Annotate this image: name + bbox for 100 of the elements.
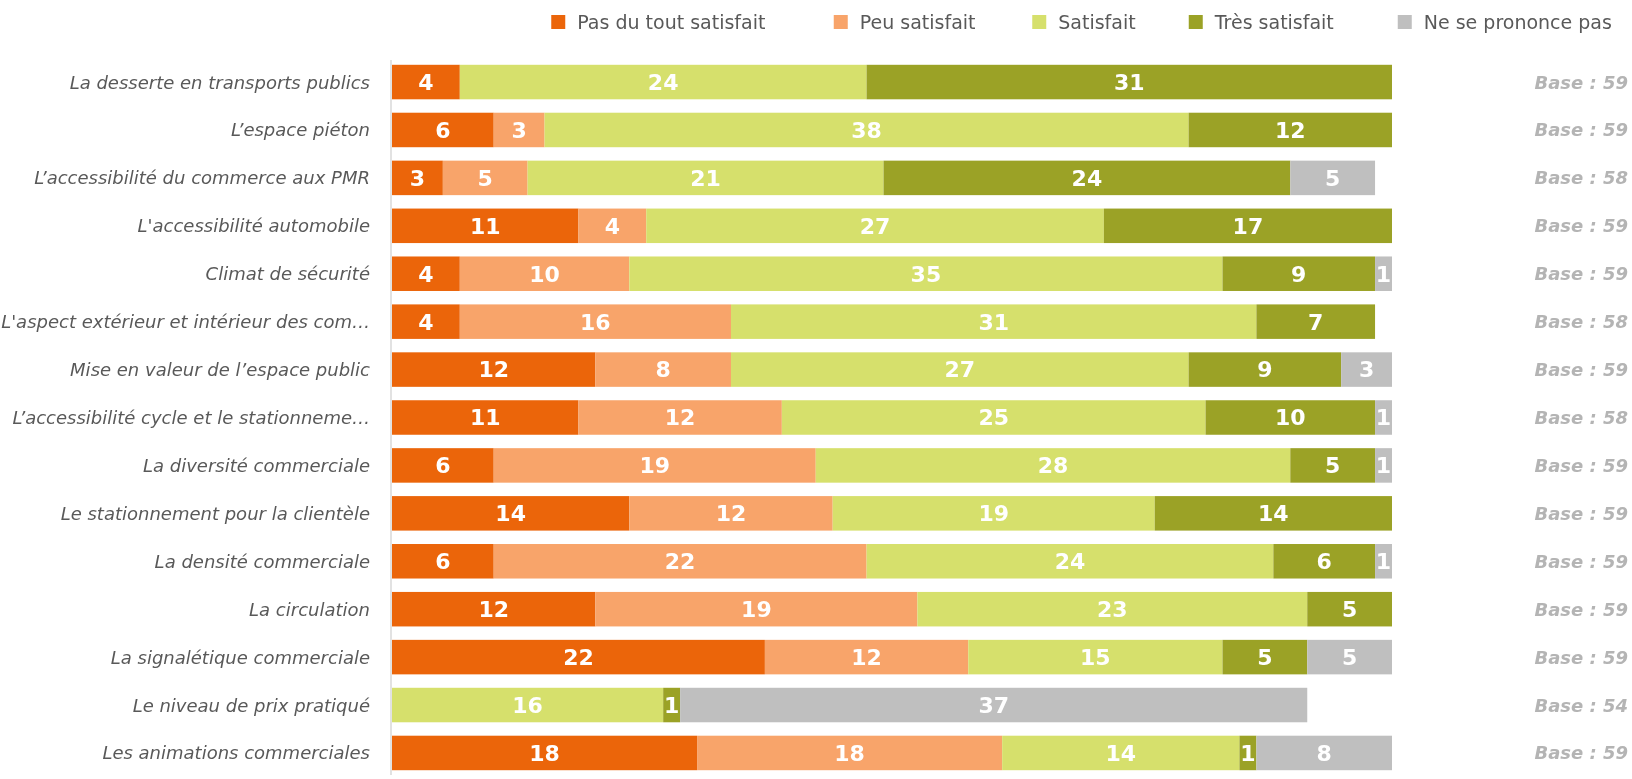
bar xyxy=(1290,160,1376,196)
bar xyxy=(1188,112,1392,148)
data-label: 24 xyxy=(1054,549,1086,575)
text: Base : 54 xyxy=(1534,694,1628,716)
data-label: 10 xyxy=(1274,405,1306,431)
bar xyxy=(883,160,1291,196)
bar xyxy=(1256,304,1376,339)
data-label: 19 xyxy=(639,453,671,479)
data-label: 6 xyxy=(435,549,451,575)
data-label: 28 xyxy=(1037,453,1069,479)
data-label: 25 xyxy=(978,405,1010,431)
text: Base : 59 xyxy=(1534,119,1628,141)
data-label: 8 xyxy=(1316,740,1332,766)
data-label: 1 xyxy=(1375,549,1392,575)
data-label: 18 xyxy=(529,740,560,766)
data-label: 14 xyxy=(1105,740,1137,766)
bar xyxy=(629,496,833,531)
data-label: 6 xyxy=(435,117,451,143)
data-label: 4 xyxy=(418,261,434,287)
text: Base : 59 xyxy=(1534,598,1628,620)
legend-label: Ne se prononce pas xyxy=(1423,10,1612,33)
bar xyxy=(493,448,816,483)
text: Base : 59 xyxy=(1534,502,1628,524)
y-tick-label: L’accessibilité du commerce aux PMR xyxy=(34,167,370,189)
data-label: 8 xyxy=(655,357,671,383)
bar xyxy=(493,544,867,579)
legend-label: Satisfait xyxy=(1058,10,1136,33)
bar xyxy=(392,735,698,771)
y-tick-label: L’accessibilité cycle et le stationneme… xyxy=(12,406,370,428)
y-tick-label: L’espace piéton xyxy=(230,119,370,141)
data-label: 1 xyxy=(1240,740,1256,766)
bar xyxy=(493,112,545,148)
data-label: 12 xyxy=(478,597,510,623)
bar xyxy=(459,256,630,291)
bar xyxy=(392,352,596,387)
bar xyxy=(680,687,1308,723)
data-label: 6 xyxy=(1316,549,1332,575)
data-label: 5 xyxy=(1341,597,1358,623)
data-label: 27 xyxy=(859,213,891,239)
text: Base : 59 xyxy=(1534,263,1628,285)
y-tick-label: La circulation xyxy=(249,598,370,620)
data-label: 16 xyxy=(512,692,543,718)
data-label: 12 xyxy=(1274,117,1306,143)
bar xyxy=(1222,256,1376,291)
data-label: 12 xyxy=(478,357,510,383)
text: Base : 59 xyxy=(1534,215,1628,237)
data-label: 12 xyxy=(851,645,882,671)
data-label: 19 xyxy=(978,501,1010,527)
y-tick-label: La desserte en transports publics xyxy=(69,71,370,93)
bar xyxy=(866,64,1392,100)
y-tick-label: L'accessibilité automobile xyxy=(137,215,370,237)
data-label: 4 xyxy=(604,213,620,239)
data-label: 19 xyxy=(741,597,772,623)
data-label: 7 xyxy=(1308,309,1324,335)
data-label: 3 xyxy=(409,165,426,191)
bar xyxy=(781,400,1206,435)
bar xyxy=(544,112,1189,148)
data-label: 35 xyxy=(910,261,942,287)
bar xyxy=(392,687,664,723)
y-tick-label: Les animations commerciales xyxy=(102,742,370,764)
bar xyxy=(392,591,596,627)
y-tick-label: Climat de sécurité xyxy=(205,263,370,285)
text: Base : 59 xyxy=(1534,646,1628,668)
bar xyxy=(595,591,918,627)
bar xyxy=(832,496,1155,531)
bar xyxy=(917,591,1308,627)
y-tick-label: Le stationnement pour la clientèle xyxy=(60,502,370,524)
text: Base : 59 xyxy=(1534,71,1628,93)
data-label: 3 xyxy=(1358,357,1375,383)
data-label: 24 xyxy=(647,69,679,95)
legend-label: Très satisfait xyxy=(1213,10,1334,33)
bar xyxy=(459,304,731,339)
bar xyxy=(1205,400,1376,435)
data-label: 5 xyxy=(1257,645,1273,671)
data-label: 23 xyxy=(1097,597,1128,623)
bar xyxy=(815,448,1291,483)
bar xyxy=(392,208,579,244)
bar xyxy=(392,448,494,483)
bar xyxy=(1002,735,1240,771)
bar xyxy=(866,544,1274,579)
data-label: 5 xyxy=(1325,453,1341,479)
y-tick-label: L'aspect extérieur et intérieur des com… xyxy=(1,311,370,333)
data-label: 4 xyxy=(418,309,434,335)
y-tick-label: Le niveau de prix pratiqué xyxy=(132,694,370,716)
bar xyxy=(578,400,782,435)
data-label: 9 xyxy=(1257,357,1273,383)
data-label: 27 xyxy=(944,357,976,383)
bar xyxy=(392,112,494,148)
data-label: 3 xyxy=(511,117,527,143)
data-label: 22 xyxy=(563,645,594,671)
bar xyxy=(527,160,884,196)
bar xyxy=(392,400,579,435)
bar xyxy=(392,639,765,675)
bar xyxy=(392,496,630,531)
data-label: 14 xyxy=(1258,501,1289,527)
bar xyxy=(1188,352,1342,387)
bar xyxy=(1256,735,1392,771)
data-label: 1 xyxy=(1375,453,1392,479)
bar xyxy=(1273,544,1376,579)
data-label: 11 xyxy=(469,213,501,239)
